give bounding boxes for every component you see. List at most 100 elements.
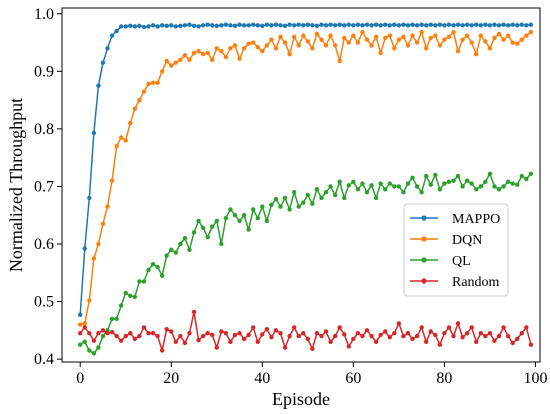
data-point-mappo [150,23,156,28]
series-line-dqn [80,31,532,326]
data-point-mappo [155,24,160,29]
plot-area [62,8,540,362]
data-point-ql [355,187,361,192]
data-point-dqn [483,39,488,44]
data-point-ql [128,293,133,298]
data-point-dqn [487,46,493,51]
data-point-mappo [437,22,443,27]
data-point-random [164,326,169,332]
data-point-mappo [351,23,356,28]
data-point-ql [282,195,288,201]
data-point-ql [437,187,443,192]
data-point-random [91,338,97,343]
data-point-dqn [282,40,288,45]
data-point-mappo [328,22,333,27]
data-point-dqn [182,53,188,58]
data-point-ql [524,176,529,182]
x-tick-label: 80 [436,370,452,387]
data-point-mappo [219,23,224,28]
data-point-mappo [282,23,288,29]
data-point-ql [187,247,192,252]
data-point-ql [351,179,356,185]
data-point-mappo [301,23,306,28]
data-point-mappo [82,246,87,251]
data-point-random [337,325,342,330]
data-point-random [496,333,502,339]
data-point-random [442,331,447,336]
data-point-dqn [301,33,306,38]
data-point-dqn [105,204,110,209]
series-mappo [78,22,534,317]
data-point-ql [96,345,101,350]
series-ql [78,171,534,356]
data-point-mappo [132,24,138,29]
data-point-mappo [137,23,142,29]
data-point-mappo [510,22,515,27]
data-point-random [109,329,115,335]
data-point-random [383,329,388,334]
data-point-ql [505,179,511,185]
data-point-ql [510,181,515,186]
data-point-mappo [255,23,260,28]
data-point-dqn [241,46,247,51]
data-point-ql [260,204,265,209]
data-point-mappo [128,23,133,29]
data-point-ql [251,207,256,212]
data-point-ql [387,181,392,186]
data-point-ql [401,190,406,195]
data-point-dqn [378,50,383,56]
data-point-dqn [323,43,329,48]
data-point-dqn [137,97,142,103]
data-point-ql [451,178,456,183]
data-point-dqn [118,135,124,140]
data-point-random [200,333,206,339]
legend-box [403,203,509,297]
series-line-ql [79,173,532,355]
data-point-mappo [246,23,251,28]
data-point-random [464,331,470,336]
data-point-random [396,321,402,326]
data-point-random [182,340,188,346]
data-point-random [446,325,452,330]
data-point-ql [442,181,447,186]
data-point-mappo [118,24,124,29]
data-point-ql [150,261,156,267]
data-point-mappo [146,24,151,29]
data-point-mappo [191,23,197,29]
data-point-random [241,336,247,342]
data-point-mappo [342,23,347,28]
data-point-ql [474,187,479,192]
data-point-mappo [455,22,461,27]
data-point-random [433,332,438,338]
legend-item-mappo: MAPPO [410,212,500,227]
data-point-mappo [173,24,179,29]
data-point-dqn [264,43,270,48]
data-point-random [301,331,306,336]
data-point-random [278,331,283,336]
y-axis-label: Normalized Throughput [6,98,26,272]
data-point-dqn [428,35,433,41]
data-point-dqn [369,43,374,48]
data-point-mappo [464,22,470,27]
data-point-dqn [109,178,115,183]
data-point-mappo [451,23,456,28]
legend-item-random: Random [410,275,500,290]
data-point-mappo [223,22,229,27]
y-tick-label: 0.7 [34,178,54,195]
legend-marker-mappo [421,215,427,221]
data-point-mappo [469,23,474,28]
data-point-mappo [401,22,406,27]
data-point-random [410,336,415,342]
data-point-mappo [269,23,274,28]
data-point-mappo [228,23,233,28]
data-point-dqn [405,43,411,48]
data-point-dqn [446,34,452,39]
data-point-ql [433,172,438,178]
data-point-random [419,325,424,330]
data-point-ql [196,218,201,224]
data-point-random [169,329,174,334]
y-tick-label: 0.8 [34,121,54,138]
y-tick-label: 0.4 [34,351,54,368]
data-point-random [478,331,484,336]
data-point-random [373,339,379,345]
